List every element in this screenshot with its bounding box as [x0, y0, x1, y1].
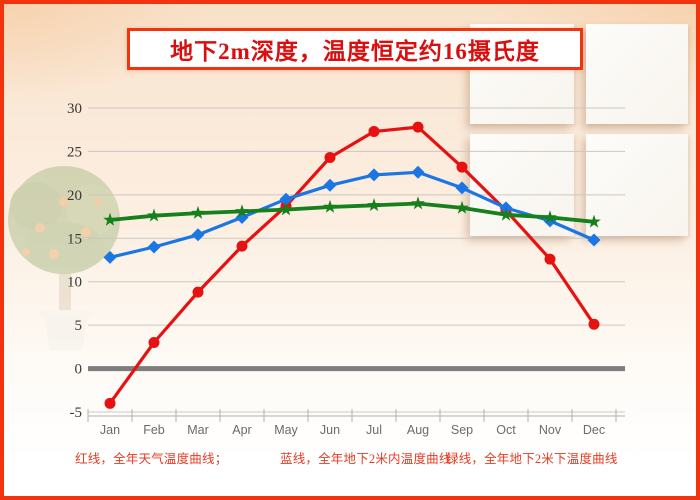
chart-legend: 红线，全年天气温度曲线； 蓝线，全年地下2米内温度曲线 绿线，全年地下2米下温度… [4, 448, 696, 468]
x-axis-month-label: Jul [366, 423, 382, 437]
y-axis-tick-label: 15 [67, 231, 82, 247]
blue-data-point-marker [147, 240, 161, 254]
red-data-point-marker [588, 318, 600, 330]
chart-stage: 30 25 20 15 10 5 0 -5 Jan Feb Mar Apr May Jun Jul Aug Se… [4, 4, 696, 496]
red-data-point-marker [236, 240, 248, 252]
blue-data-point-marker [323, 178, 337, 192]
legend-green-series: 绿线，全年地下2米下温度曲线 [446, 452, 618, 466]
red-data-point-marker [456, 161, 468, 173]
x-axis-month-label: Jun [320, 423, 340, 437]
red-data-point-marker [412, 121, 424, 133]
blue-data-point-marker [103, 250, 117, 264]
red-data-point-marker [324, 152, 336, 164]
x-axis-month-label: Feb [143, 423, 165, 437]
x-axis-month-label: Aug [407, 423, 429, 437]
y-axis-tick-label: 0 [75, 362, 83, 378]
green-series-line [109, 201, 595, 224]
blue-data-point-marker [587, 233, 601, 247]
y-axis-tick-label: 25 [67, 144, 82, 160]
red-data-point-marker [368, 125, 380, 137]
blue-data-point-marker [455, 181, 469, 195]
x-axis-month-label: Jan [100, 423, 120, 437]
x-axis-month-label: Sep [451, 423, 473, 437]
x-axis-month-label: Oct [496, 423, 516, 437]
green-data-point-marker [411, 196, 425, 210]
chart-title-box: 地下2m深度，温度恒定约16摄氏度 [127, 28, 583, 70]
x-axis-month-label: May [274, 423, 298, 437]
y-axis-tick-label: 10 [67, 275, 82, 291]
green-data-point-marker [455, 200, 469, 214]
legend-blue-series: 蓝线，全年地下2米内温度曲线 [280, 452, 452, 466]
green-data-point-marker [147, 208, 161, 222]
blue-series-line [109, 170, 595, 259]
x-axis-month-label: Apr [232, 423, 251, 437]
y-axis-tick-label: 5 [75, 318, 83, 334]
y-axis-tick-label: -5 [70, 405, 83, 421]
blue-data-point-marker [367, 168, 381, 182]
x-axis-month-label: Mar [187, 423, 209, 437]
blue-data-point-marker [191, 228, 205, 242]
red-data-point-marker [104, 397, 116, 409]
red-data-point-marker [148, 337, 160, 349]
window-pane [586, 24, 688, 124]
temperature-line-chart: 30 25 20 15 10 5 0 -5 Jan Feb Mar Apr May Jun Jul Aug Se… [67, 101, 625, 437]
green-data-point-marker [235, 204, 249, 218]
blue-data-point-marker [279, 192, 293, 206]
green-data-point-marker [499, 207, 513, 221]
potted-tree-decoration [8, 166, 120, 350]
chart-title: 地下2m深度，温度恒定约16摄氏度 [170, 39, 540, 64]
green-data-point-marker [587, 214, 601, 228]
blue-data-point-marker [411, 165, 425, 179]
x-axis-month-label: Dec [583, 423, 605, 437]
y-axis-tick-label: 30 [67, 101, 82, 117]
red-series-line [108, 125, 596, 405]
green-data-point-marker [279, 202, 293, 216]
red-data-point-marker [544, 253, 556, 265]
green-data-point-marker [323, 199, 337, 213]
x-axis-month-label: Nov [539, 423, 562, 437]
y-axis-tick-label: 20 [67, 188, 82, 204]
green-data-point-marker [103, 212, 117, 226]
green-data-point-marker [543, 210, 557, 224]
legend-red-series: 红线，全年天气温度曲线； [75, 452, 228, 466]
green-data-point-marker [367, 198, 381, 212]
red-data-point-marker [192, 286, 204, 298]
green-data-point-marker [191, 205, 205, 219]
